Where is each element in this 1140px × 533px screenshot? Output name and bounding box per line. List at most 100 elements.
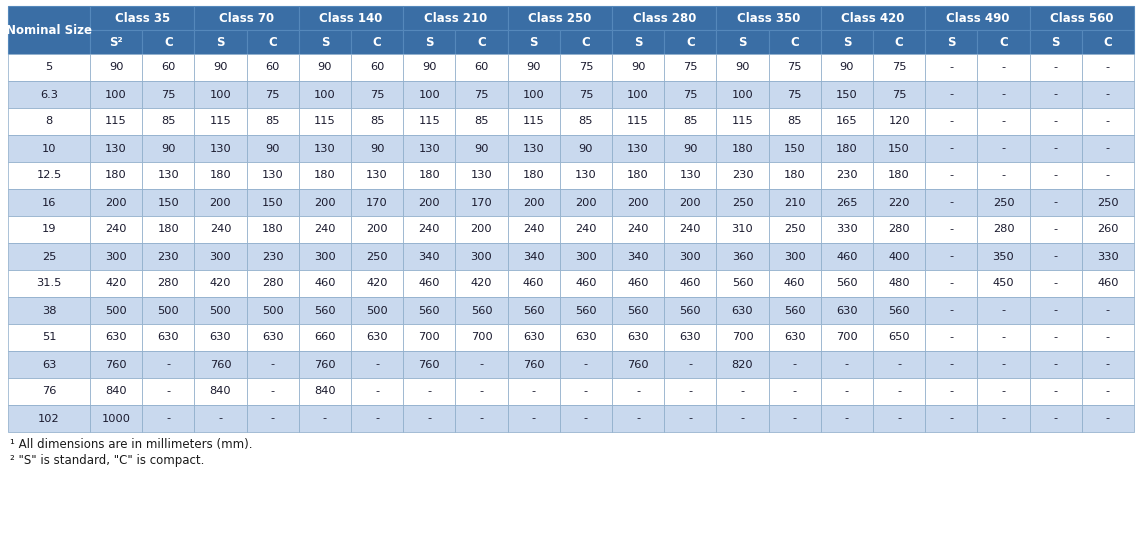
Bar — [612, 54, 665, 81]
Bar — [716, 216, 768, 243]
Bar — [507, 216, 560, 243]
Text: Class 560: Class 560 — [1050, 12, 1114, 25]
Text: 60: 60 — [474, 62, 489, 72]
Bar — [455, 162, 507, 189]
Bar — [351, 405, 404, 432]
Text: 630: 630 — [157, 333, 179, 343]
Bar — [560, 189, 612, 216]
Bar — [404, 81, 455, 108]
Text: 170: 170 — [471, 198, 492, 207]
Text: 180: 180 — [157, 224, 179, 235]
Bar — [142, 297, 195, 324]
Text: 100: 100 — [627, 90, 649, 100]
Text: C: C — [268, 36, 277, 49]
Text: 200: 200 — [575, 198, 596, 207]
Text: 300: 300 — [314, 252, 336, 262]
Text: -: - — [375, 386, 380, 397]
Bar — [455, 297, 507, 324]
Bar — [195, 54, 246, 81]
Text: 115: 115 — [418, 117, 440, 126]
Text: 115: 115 — [210, 117, 231, 126]
Text: 630: 630 — [732, 305, 754, 316]
Bar — [90, 297, 142, 324]
Text: S²: S² — [109, 36, 123, 49]
Text: -: - — [1001, 62, 1005, 72]
Bar — [195, 243, 246, 270]
Bar — [768, 297, 821, 324]
Text: 75: 75 — [161, 90, 176, 100]
Bar — [90, 189, 142, 216]
Text: 90: 90 — [161, 143, 176, 154]
Text: 630: 630 — [523, 333, 545, 343]
Text: 130: 130 — [418, 143, 440, 154]
Bar — [351, 216, 404, 243]
Bar — [8, 54, 90, 81]
Text: -: - — [950, 117, 953, 126]
Bar — [455, 270, 507, 297]
Bar — [507, 378, 560, 405]
Bar — [612, 135, 665, 162]
Bar — [455, 378, 507, 405]
Text: -: - — [950, 359, 953, 369]
Bar — [351, 189, 404, 216]
Text: 200: 200 — [418, 198, 440, 207]
Bar — [716, 270, 768, 297]
Text: -: - — [950, 198, 953, 207]
Text: Class 140: Class 140 — [319, 12, 383, 25]
Text: -: - — [950, 279, 953, 288]
Text: 115: 115 — [105, 117, 127, 126]
Text: 165: 165 — [836, 117, 857, 126]
Bar — [926, 297, 977, 324]
Text: 300: 300 — [784, 252, 806, 262]
Text: -: - — [323, 414, 327, 424]
Bar — [246, 30, 299, 54]
Bar — [873, 189, 926, 216]
Text: 31.5: 31.5 — [36, 279, 62, 288]
Text: -: - — [1001, 359, 1005, 369]
Bar — [404, 162, 455, 189]
Bar — [90, 405, 142, 432]
Text: 90: 90 — [422, 62, 437, 72]
Bar — [560, 378, 612, 405]
Text: 210: 210 — [784, 198, 806, 207]
Text: 350: 350 — [993, 252, 1015, 262]
Text: 130: 130 — [210, 143, 231, 154]
Text: 240: 240 — [627, 224, 649, 235]
Text: S: S — [425, 36, 433, 49]
Bar — [195, 30, 246, 54]
Bar — [246, 297, 299, 324]
Text: -: - — [1106, 359, 1110, 369]
Text: 560: 560 — [471, 305, 492, 316]
Text: 240: 240 — [576, 224, 596, 235]
Bar — [612, 216, 665, 243]
Text: 75: 75 — [683, 62, 698, 72]
Bar — [716, 135, 768, 162]
Text: 75: 75 — [266, 90, 280, 100]
Text: 150: 150 — [888, 143, 910, 154]
Bar — [90, 6, 195, 30]
Text: -: - — [950, 333, 953, 343]
Text: 6.3: 6.3 — [40, 90, 58, 100]
Bar — [142, 30, 195, 54]
Text: 115: 115 — [523, 117, 545, 126]
Bar — [195, 405, 246, 432]
Text: 700: 700 — [836, 333, 857, 343]
Text: -: - — [1053, 143, 1058, 154]
Bar — [768, 216, 821, 243]
Text: 90: 90 — [213, 62, 228, 72]
Text: 38: 38 — [42, 305, 56, 316]
Bar — [1082, 405, 1134, 432]
Bar — [821, 30, 873, 54]
Text: 310: 310 — [732, 224, 754, 235]
Bar — [142, 135, 195, 162]
Bar — [768, 405, 821, 432]
Text: 630: 630 — [262, 333, 284, 343]
Text: 230: 230 — [157, 252, 179, 262]
Text: 180: 180 — [732, 143, 754, 154]
Bar — [768, 30, 821, 54]
Text: ² "S" is standard, "C" is compact.: ² "S" is standard, "C" is compact. — [10, 454, 204, 467]
Bar — [455, 405, 507, 432]
Text: 630: 630 — [366, 333, 388, 343]
Text: -: - — [689, 359, 692, 369]
Text: -: - — [950, 414, 953, 424]
